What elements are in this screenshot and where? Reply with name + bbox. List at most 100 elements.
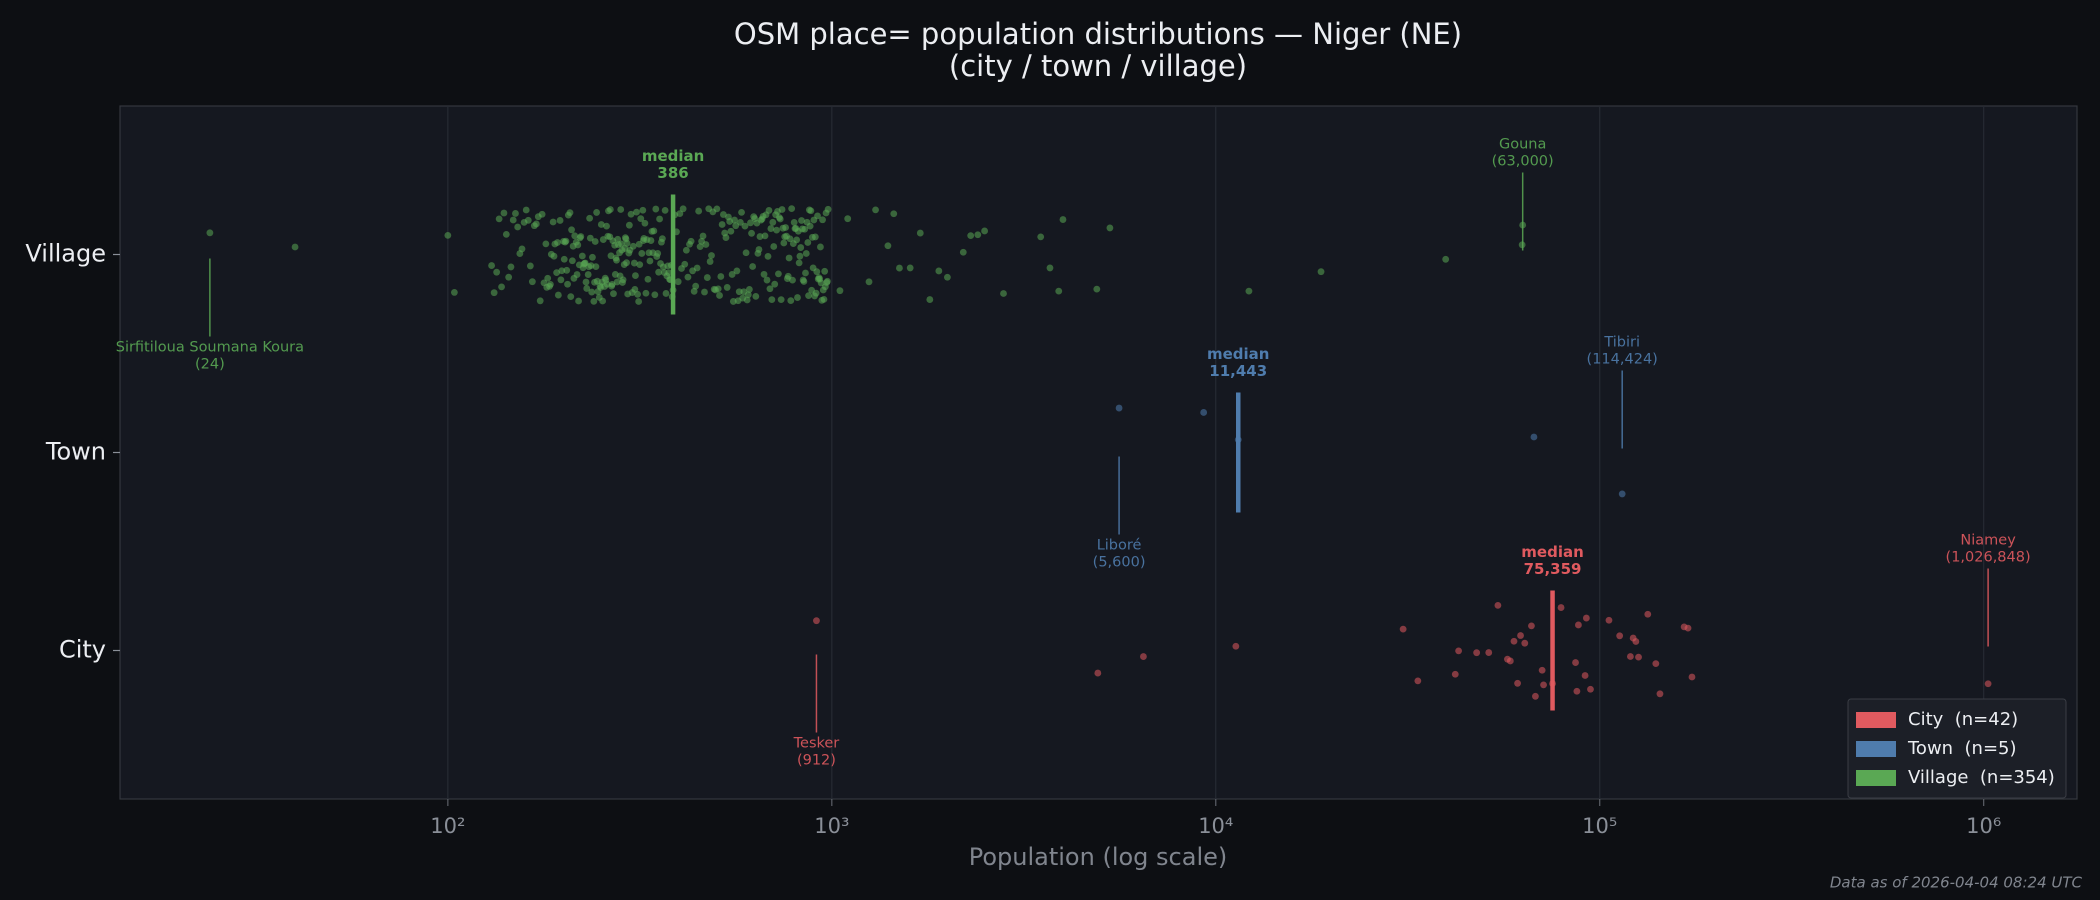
data-point: [574, 241, 582, 249]
data-point: [603, 222, 610, 230]
legend-label: Village (n=354): [1908, 767, 2055, 788]
data-point: [573, 271, 581, 278]
data-point: [619, 279, 626, 286]
data-point: [654, 250, 662, 257]
data-point: [679, 205, 687, 213]
data-point: [1688, 673, 1696, 681]
data-point: [599, 297, 607, 305]
data-point: [505, 273, 513, 281]
data-point: [625, 221, 633, 229]
data-point: [943, 273, 951, 281]
data-point: [646, 257, 654, 265]
x-tick-label: 10²: [430, 814, 465, 838]
data-point: [788, 205, 796, 213]
data-point: [1575, 621, 1582, 629]
data-point: [566, 209, 574, 217]
median-value: 75,359: [1524, 560, 1582, 578]
data-point: [495, 215, 503, 223]
data-point: [796, 252, 804, 260]
data-point: [498, 283, 505, 291]
data-point: [639, 206, 647, 214]
data-point: [592, 263, 600, 271]
data-point: [549, 218, 557, 226]
data-point: [1245, 287, 1253, 295]
data-point: [967, 232, 975, 240]
legend-label: Town (n=5): [1907, 738, 2017, 759]
chart-subtitle: (city / town / village): [949, 49, 1247, 83]
data-point: [805, 292, 812, 300]
data-point: [793, 236, 801, 244]
data-point: [824, 205, 832, 213]
data-point: [676, 210, 684, 217]
data-point: [606, 206, 614, 213]
data-point: [1200, 409, 1208, 416]
data-point: [1616, 632, 1624, 640]
data-point: [1627, 653, 1634, 660]
data-point: [906, 264, 914, 272]
data-point: [568, 226, 575, 234]
data-point: [749, 263, 757, 270]
data-point: [658, 235, 666, 243]
data-point: [568, 257, 576, 265]
data-point: [714, 285, 722, 293]
data-point: [778, 206, 786, 213]
data-point: [1532, 692, 1539, 700]
data-point: [1540, 681, 1547, 689]
data-point: [1517, 632, 1524, 639]
median-caption: median: [1521, 543, 1583, 561]
data-point: [770, 243, 778, 250]
annotation-value: (24): [195, 357, 225, 373]
data-point: [532, 220, 540, 228]
data-point: [743, 296, 751, 304]
data-point: [819, 216, 826, 224]
data-point: [926, 296, 934, 303]
data-point: [776, 215, 784, 223]
data-point: [564, 280, 571, 288]
data-point: [798, 217, 805, 224]
data-point: [632, 272, 639, 279]
data-point: [1582, 614, 1590, 622]
data-point: [1618, 490, 1626, 498]
data-point: [582, 278, 590, 286]
data-point: [731, 216, 738, 224]
data-point: [768, 296, 776, 304]
data-point: [644, 275, 652, 283]
data-point: [583, 285, 591, 292]
data-point: [701, 288, 708, 296]
data-point: [872, 206, 879, 214]
data-point: [507, 263, 515, 271]
data-point: [444, 231, 452, 239]
data-point: [638, 250, 646, 257]
data-point: [824, 277, 831, 285]
data-point: [1442, 255, 1450, 263]
annotation-value: (114,424): [1587, 352, 1658, 368]
data-point: [702, 241, 710, 248]
data-point: [789, 276, 796, 284]
data-point: [1605, 616, 1613, 624]
data-point: [706, 258, 714, 265]
data-point: [1510, 637, 1518, 645]
data-point: [690, 287, 698, 295]
data-point: [720, 211, 727, 218]
data-point: [641, 219, 649, 227]
data-point: [756, 233, 764, 240]
data-point: [794, 294, 801, 301]
annotation-value: (5,600): [1093, 555, 1146, 571]
data-point: [1494, 601, 1502, 609]
data-point: [502, 231, 510, 238]
data-point: [1093, 285, 1101, 293]
data-point: [554, 239, 561, 246]
data-point: [635, 298, 643, 305]
data-point: [722, 234, 730, 241]
data-point: [817, 243, 824, 251]
data-point: [1000, 290, 1007, 297]
data-point: [538, 210, 546, 218]
data-point: [642, 289, 650, 297]
data-point: [514, 223, 522, 231]
data-point: [596, 282, 604, 290]
data-point: [813, 617, 820, 625]
data-point: [661, 206, 669, 214]
chart-title: OSM place= population distributions — Ni…: [734, 17, 1462, 51]
data-point: [655, 268, 663, 276]
data-point: [1317, 268, 1325, 276]
